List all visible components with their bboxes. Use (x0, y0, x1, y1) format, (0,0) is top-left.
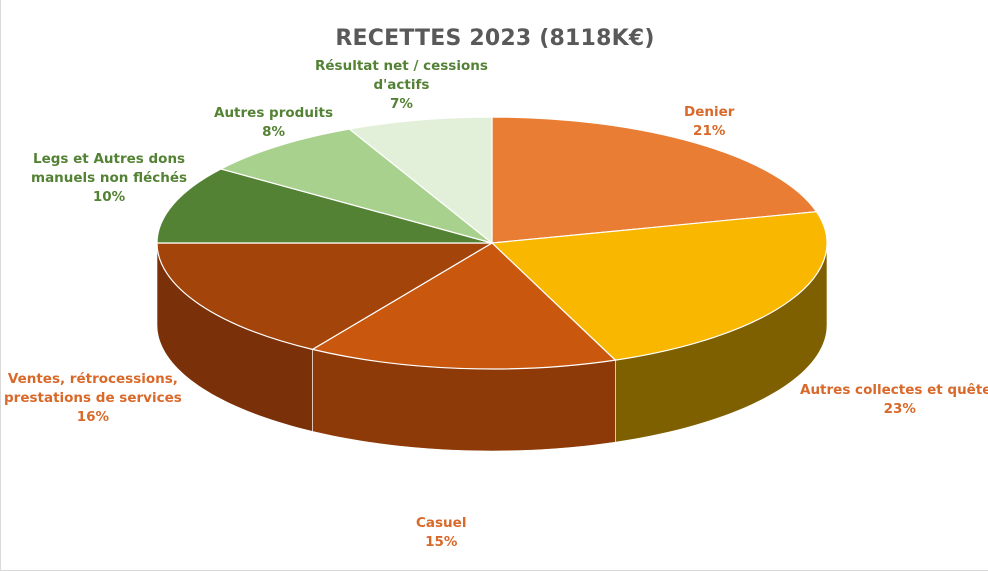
pie-side-walls (156, 242, 828, 452)
data-label-text: d'actifs (373, 77, 430, 93)
data-label-6: Résultat net / cessions d'actifs 7% (315, 57, 488, 114)
data-label-text: manuels non fléchés (31, 170, 188, 186)
data-label-text: Casuel (416, 515, 467, 531)
data-label-text: Autres produits (214, 105, 334, 121)
data-label-percent: 16% (76, 409, 110, 425)
data-label-text: Résultat net / cessions (315, 58, 488, 74)
pie-slice-6 (347, 116, 493, 245)
pie-slice-4 (156, 168, 493, 244)
data-label-percent: 8% (262, 124, 285, 140)
pie-top-faces (156, 116, 828, 370)
data-label-percent: 23% (883, 401, 916, 417)
chart-title: RECETTES 2023 (8118K€) (335, 26, 655, 51)
data-label-text: Legs et Autres dons (32, 151, 186, 167)
pie-slice-1 (490, 211, 828, 361)
data-label-2: Casuel 15% (416, 514, 466, 552)
data-label-percent: 7% (389, 96, 413, 112)
pie-slice-3 (156, 242, 495, 351)
data-label-4: Legs et Autres dons manuels non fléchés 10… (31, 150, 187, 207)
data-label-text: Denier (684, 104, 735, 120)
data-label-percent: 15% (425, 534, 458, 550)
data-label-3: Ventes, rétrocessions, prestations de ser… (4, 370, 182, 427)
data-label-text: Ventes, rétrocessions, (7, 371, 178, 387)
pie-slice-5 (219, 128, 493, 244)
data-label-percent: 21% (693, 123, 726, 139)
data-label-5: Autres produits 8% (214, 104, 333, 142)
data-label-1: Autres collectes et quêtes 23% (800, 381, 988, 419)
data-label-percent: 10% (92, 189, 126, 205)
pie-slice-2 (310, 242, 617, 370)
data-label-text: prestations de services (4, 390, 182, 406)
data-label-text: Autres collectes et quêtes (800, 382, 988, 398)
pie-slice-0 (491, 116, 818, 244)
data-label-0: Denier 21% (684, 103, 734, 141)
